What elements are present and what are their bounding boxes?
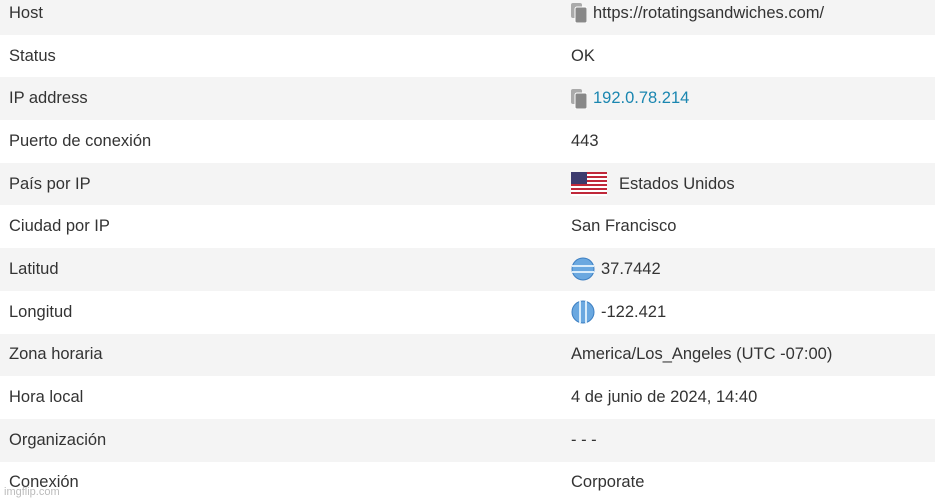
row: Hora local 4 de junio de 2024, 14:40	[0, 376, 935, 419]
row: País por IP Estados Unidos	[0, 162, 935, 206]
row: Zona horaria America/Los_Angeles (UTC -0…	[0, 333, 935, 377]
value: 4 de junio de 2024, 14:40	[571, 388, 758, 407]
value-cell: America/Los_Angeles (UTC -07:00)	[571, 345, 832, 364]
label: Conexión	[9, 473, 79, 492]
row: Conexión Corporate	[0, 462, 935, 500]
ip-link[interactable]: 192.0.78.214	[593, 89, 690, 108]
row: IP address 192.0.78.214	[0, 77, 935, 121]
label: Ciudad por IP	[9, 217, 110, 236]
value-cell: Estados Unidos	[571, 172, 735, 197]
globe-icon	[571, 257, 595, 281]
value: https://rotatingsandwiches.com/	[593, 3, 825, 22]
value: Corporate	[571, 473, 645, 492]
value-cell: 37.7442	[571, 257, 661, 281]
value-cell: https://rotatingsandwiches.com/	[571, 3, 825, 24]
copy-icon[interactable]	[571, 3, 587, 24]
value: 443	[571, 131, 599, 150]
label: Longitud	[9, 302, 73, 321]
value-cell: OK	[571, 47, 595, 66]
label: Organización	[9, 430, 107, 449]
value-cell: 192.0.78.214	[571, 88, 690, 109]
label: Latitud	[9, 259, 59, 278]
value-cell: 4 de junio de 2024, 14:40	[571, 388, 757, 407]
value-cell: -122.421	[571, 300, 666, 324]
value: Estados Unidos	[619, 174, 735, 193]
value: OK	[571, 46, 595, 65]
label: Status	[9, 46, 56, 65]
value: America/Los_Angeles (UTC -07:00)	[571, 345, 833, 364]
watermark: imgflip.com	[4, 486, 60, 498]
value-cell: Corporate	[571, 473, 644, 492]
value-cell: San Francisco	[571, 217, 676, 236]
label: Puerto de conexión	[9, 131, 152, 150]
row: Longitud -122.421	[0, 291, 935, 334]
row: Latitud 37.7442	[0, 248, 935, 291]
value-cell: 443	[571, 132, 599, 151]
value-cell: - - -	[571, 431, 597, 450]
value: San Francisco	[571, 217, 677, 236]
globe-icon	[571, 300, 595, 324]
row: Host https://rotatingsandwiches.com/	[0, 0, 935, 35]
value: - - -	[571, 430, 597, 449]
row: Ciudad por IP San Francisco	[0, 205, 935, 248]
row: Organización - - -	[0, 418, 935, 462]
label: Hora local	[9, 388, 84, 407]
copy-icon[interactable]	[571, 88, 587, 109]
label: Zona horaria	[9, 345, 103, 364]
value: -122.421	[601, 302, 667, 321]
row: Puerto de conexión 443	[0, 120, 935, 163]
label: IP address	[9, 89, 88, 108]
label: Host	[9, 3, 43, 22]
label: País por IP	[9, 174, 91, 193]
flag-icon	[571, 172, 607, 197]
value: 37.7442	[601, 259, 661, 278]
row: Status OK	[0, 35, 935, 78]
